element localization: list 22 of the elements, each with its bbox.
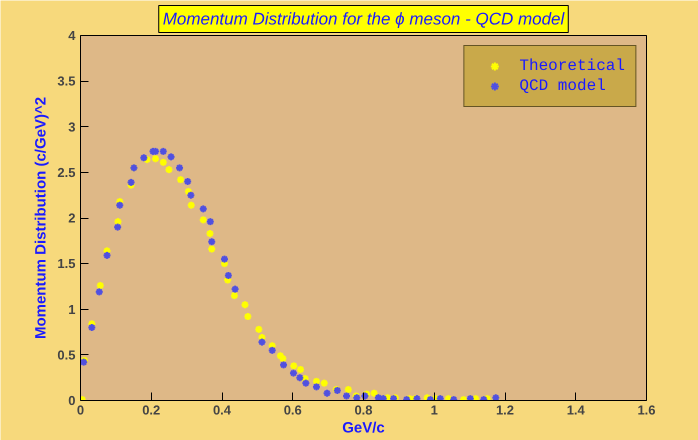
- x-tick-label: 1.4: [566, 402, 586, 418]
- x-tick-label: 0.4: [212, 402, 232, 418]
- y-tick-label: 2.5: [57, 164, 76, 180]
- y-tick-label: 1.5: [57, 256, 76, 272]
- y-tick-label: 3.5: [57, 74, 76, 89]
- x-tick-label: 0.2: [142, 402, 160, 418]
- x-tick-label: 1.6: [637, 402, 656, 418]
- y-axis-title: Momentum Distribution (c/GeV)^2: [32, 96, 50, 340]
- y-tick-label: 2: [68, 210, 76, 226]
- y-tick-label: 0: [68, 393, 76, 408]
- x-axis-title: GeV/c: [342, 420, 385, 436]
- x-tick-label: 1.2: [496, 402, 514, 418]
- y-tick-label: 3: [68, 119, 76, 134]
- legend-label: Theoretical: [519, 57, 625, 75]
- y-tick-label: 4: [68, 28, 76, 43]
- x-tick-label: 0.8: [354, 402, 373, 418]
- chart-title: Momentum Distribution for the ϕ meson - QCD model: [162, 10, 566, 28]
- x-tick-label: 1: [430, 402, 438, 418]
- y-tick-label: 0.5: [57, 347, 76, 362]
- legend-label: QCD model: [519, 77, 606, 95]
- y-tick-label: 1: [68, 302, 76, 317]
- x-tick-label: 0.6: [284, 402, 302, 418]
